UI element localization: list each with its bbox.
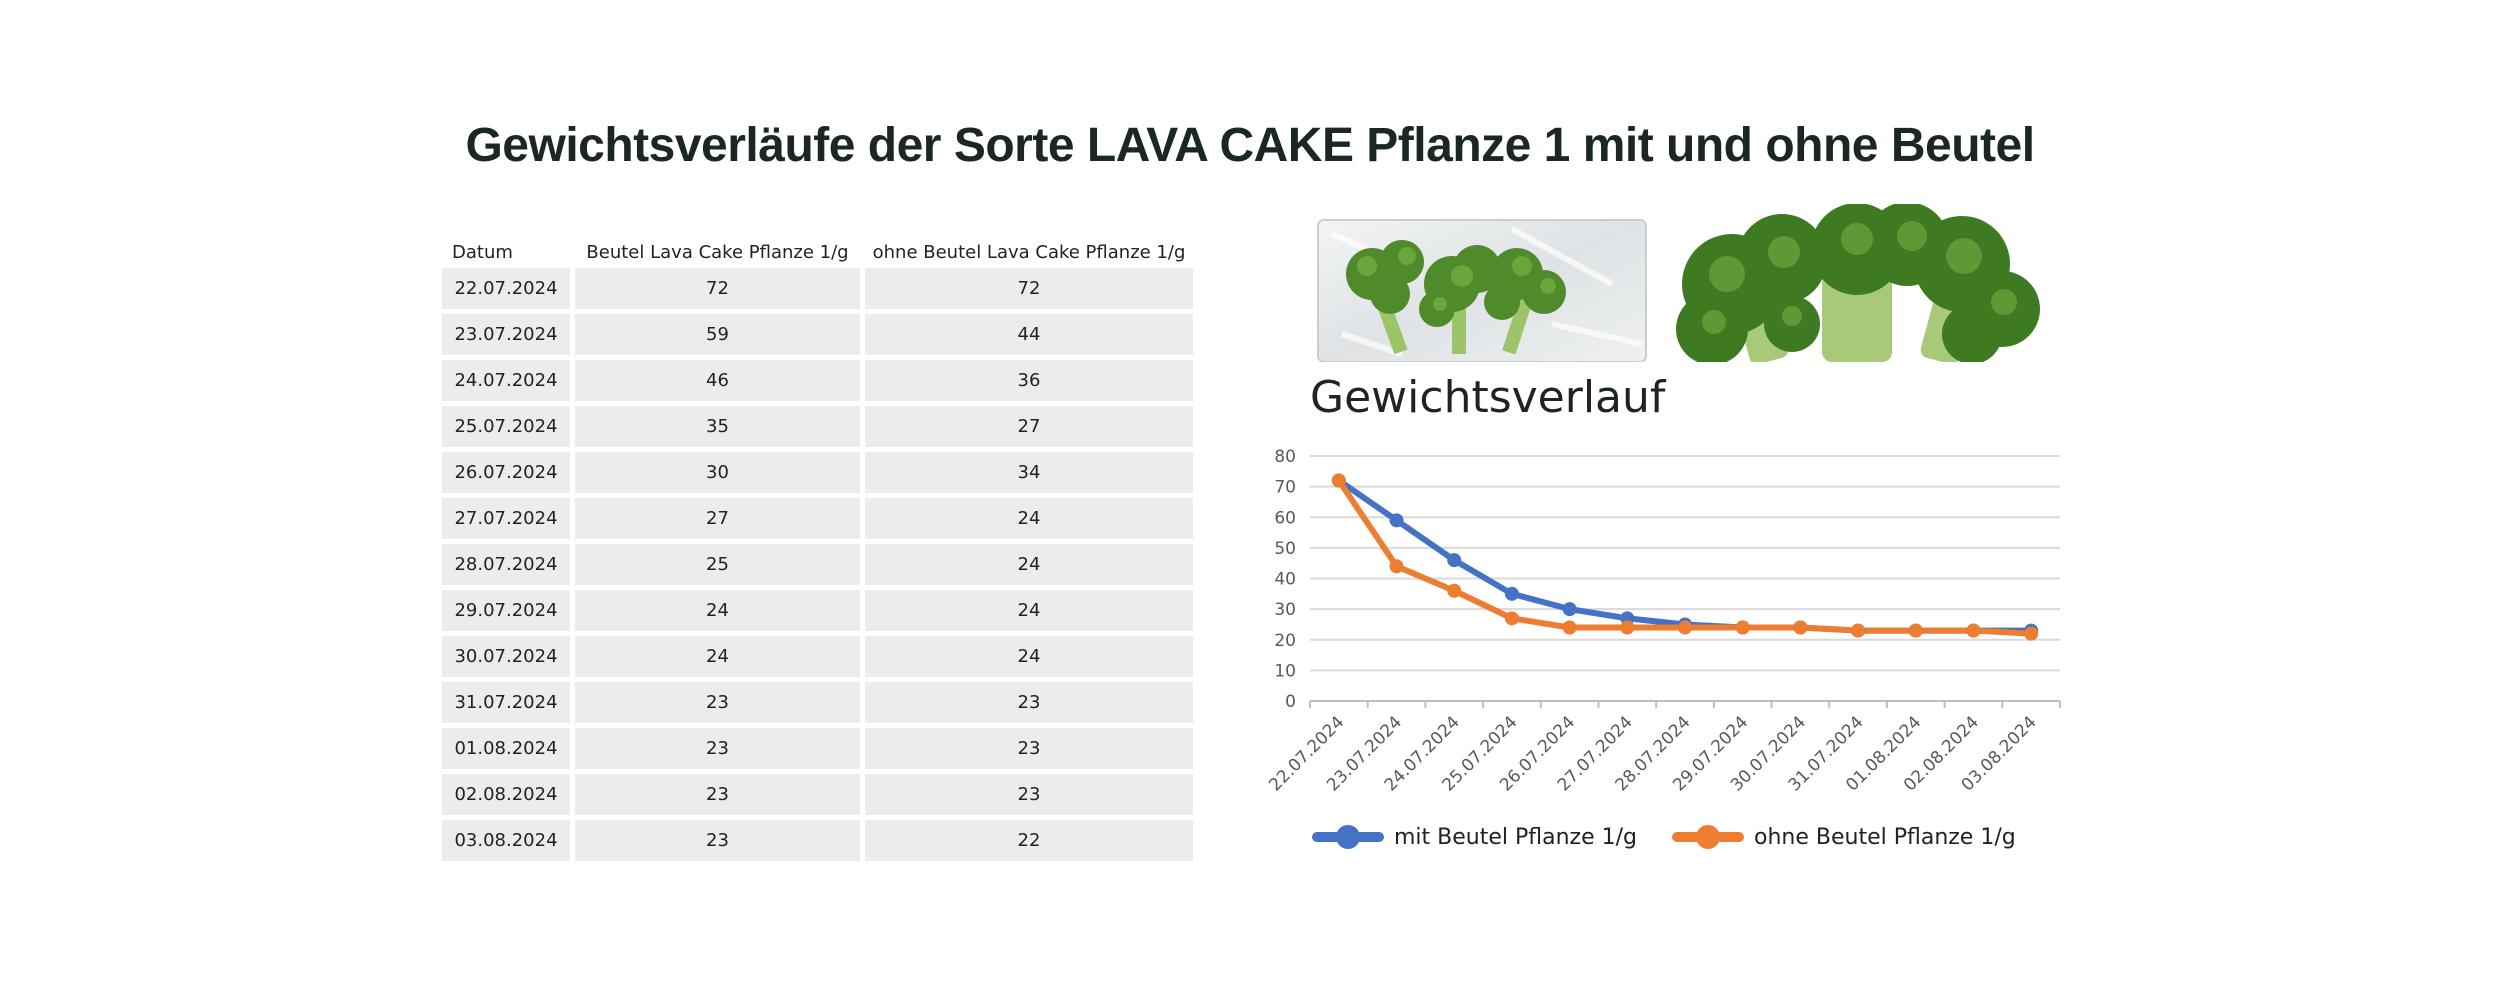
table-row: 01.08.2024 23 23 <box>442 728 1193 769</box>
table-body: 22.07.2024 72 72 23.07.2024 59 44 24.07.2024 46… <box>442 268 1193 861</box>
cell-without-bag: 72 <box>865 268 1193 309</box>
cell-with-bag: 59 <box>575 314 860 355</box>
table-row: 27.07.2024 27 24 <box>442 498 1193 539</box>
cell-date: 02.08.2024 <box>442 774 570 815</box>
broccoli-without-bag-photo <box>1676 204 2040 362</box>
data-point-without-bag <box>1389 559 1404 574</box>
cell-with-bag: 30 <box>575 452 860 493</box>
cell-without-bag: 24 <box>865 544 1193 585</box>
table-row: 03.08.2024 23 22 <box>442 820 1193 861</box>
cell-date: 01.08.2024 <box>442 728 570 769</box>
y-tick-label: 10 <box>1274 661 1296 681</box>
cell-date: 31.07.2024 <box>442 682 570 723</box>
series-line-with-bag <box>1335 477 2035 634</box>
data-point-without-bag <box>1331 473 1346 488</box>
table-row: 29.07.2024 24 24 <box>442 590 1193 631</box>
cell-with-bag: 72 <box>575 268 860 309</box>
cell-without-bag: 27 <box>865 406 1193 447</box>
y-tick-label: 30 <box>1274 600 1296 620</box>
cell-without-bag: 24 <box>865 636 1193 677</box>
cell-without-bag: 36 <box>865 360 1193 401</box>
data-point-without-bag <box>1793 620 1808 635</box>
legend-swatch-without-bag <box>1672 822 1744 852</box>
data-point-with-bag <box>1447 553 1462 568</box>
series-line-without-bag <box>1335 477 2035 637</box>
data-point-without-bag <box>1562 620 1577 635</box>
cell-without-bag: 24 <box>865 590 1193 631</box>
cell-without-bag: 22 <box>865 820 1193 861</box>
table-row: 23.07.2024 59 44 <box>442 314 1193 355</box>
table-header-date: Datum <box>452 242 513 263</box>
table-header-with-bag: Beutel Lava Cake Pflanze 1/g <box>586 242 849 263</box>
cell-without-bag: 44 <box>865 314 1193 355</box>
chart-title: Gewichtsverlauf <box>1310 372 1666 423</box>
y-tick-label: 20 <box>1274 631 1296 651</box>
y-tick-label: 0 <box>1285 692 1296 712</box>
table-row: 22.07.2024 72 72 <box>442 268 1193 309</box>
cell-with-bag: 23 <box>575 728 860 769</box>
cell-date: 30.07.2024 <box>442 636 570 677</box>
cell-with-bag: 35 <box>575 406 860 447</box>
page-title: Gewichtsverläufe der Sorte LAVA CAKE Pfl… <box>465 119 2035 172</box>
cell-without-bag: 34 <box>865 452 1193 493</box>
cell-with-bag: 24 <box>575 636 860 677</box>
data-point-without-bag <box>1908 623 1923 638</box>
data-point-without-bag <box>2024 626 2039 641</box>
y-tick-label: 50 <box>1274 539 1296 559</box>
table-row: 30.07.2024 24 24 <box>442 636 1193 677</box>
data-point-without-bag <box>1851 623 1866 638</box>
table-row: 25.07.2024 35 27 <box>442 406 1193 447</box>
table-row: 24.07.2024 46 36 <box>442 360 1193 401</box>
legend-item-without-bag: ohne Beutel Pflanze 1/g <box>1672 822 2016 852</box>
table-row: 26.07.2024 30 34 <box>442 452 1193 493</box>
data-table: Datum Beutel Lava Cake Pflanze 1/g ohne … <box>437 232 1198 866</box>
table-header-row: Datum Beutel Lava Cake Pflanze 1/g ohne … <box>442 237 1193 263</box>
cell-date: 28.07.2024 <box>442 544 570 585</box>
data-point-with-bag <box>1504 586 1519 601</box>
cell-date: 23.07.2024 <box>442 314 570 355</box>
cell-without-bag: 23 <box>865 682 1193 723</box>
cell-date: 22.07.2024 <box>442 268 570 309</box>
data-point-without-bag <box>1966 623 1981 638</box>
table-row: 28.07.2024 25 24 <box>442 544 1193 585</box>
data-point-without-bag <box>1447 583 1462 598</box>
data-point-without-bag <box>1678 620 1692 635</box>
y-tick-label: 80 <box>1274 447 1296 467</box>
cell-date: 03.08.2024 <box>442 820 570 861</box>
cell-with-bag: 27 <box>575 498 860 539</box>
cell-with-bag: 23 <box>575 820 860 861</box>
cell-without-bag: 23 <box>865 728 1193 769</box>
data-point-without-bag <box>1504 611 1519 626</box>
legend-swatch-with-bag <box>1312 822 1384 852</box>
table-row: 31.07.2024 23 23 <box>442 682 1193 723</box>
data-point-without-bag <box>1735 620 1750 635</box>
cell-date: 27.07.2024 <box>442 498 570 539</box>
legend-item-with-bag: mit Beutel Pflanze 1/g <box>1312 822 1637 852</box>
legend-label-without-bag: ohne Beutel Pflanze 1/g <box>1754 824 2016 850</box>
cell-with-bag: 25 <box>575 544 860 585</box>
y-tick-label: 40 <box>1274 570 1296 590</box>
y-tick-label: 60 <box>1274 508 1296 528</box>
cell-without-bag: 23 <box>865 774 1193 815</box>
cell-with-bag: 24 <box>575 590 860 631</box>
data-point-with-bag <box>1562 602 1577 617</box>
data-point-with-bag <box>1389 513 1404 528</box>
broccoli-in-bag-photo <box>1317 219 1647 362</box>
cell-date: 26.07.2024 <box>442 452 570 493</box>
cell-with-bag: 23 <box>575 682 860 723</box>
table-header-without-bag: ohne Beutel Lava Cake Pflanze 1/g <box>872 242 1186 263</box>
legend-label-with-bag: mit Beutel Pflanze 1/g <box>1394 824 1637 850</box>
cell-without-bag: 24 <box>865 498 1193 539</box>
cell-with-bag: 46 <box>575 360 860 401</box>
cell-date: 29.07.2024 <box>442 590 570 631</box>
y-tick-label: 70 <box>1274 478 1296 498</box>
weight-line-chart: 0102030405060708022.07.202423.07.202424.… <box>1265 447 2061 795</box>
cell-date: 25.07.2024 <box>442 406 570 447</box>
data-point-without-bag <box>1620 620 1635 635</box>
cell-with-bag: 23 <box>575 774 860 815</box>
cell-date: 24.07.2024 <box>442 360 570 401</box>
table-row: 02.08.2024 23 23 <box>442 774 1193 815</box>
